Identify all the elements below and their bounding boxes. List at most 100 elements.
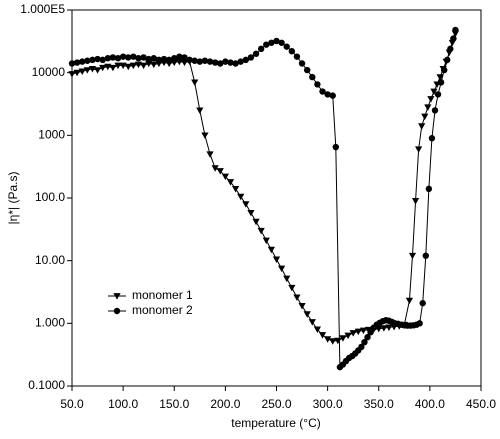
marker [145, 60, 153, 68]
marker [237, 193, 245, 201]
marker [329, 338, 337, 345]
x-tick-label: 450.0 [466, 397, 496, 411]
x-tick-label: 200.0 [210, 397, 240, 411]
marker [263, 41, 270, 48]
marker [114, 55, 122, 62]
marker [444, 56, 451, 64]
y-axis-title: |η*| (Pa.s) [6, 172, 20, 225]
marker [313, 326, 321, 334]
marker [437, 79, 445, 86]
x-tick-label: 50.0 [60, 397, 84, 411]
legend-marker [113, 307, 121, 315]
marker [180, 59, 189, 67]
marker [226, 179, 235, 186]
marker [232, 60, 239, 67]
marker [252, 50, 260, 58]
marker [425, 185, 433, 193]
marker [318, 332, 327, 339]
marker [324, 336, 332, 343]
marker [68, 71, 76, 78]
marker [380, 325, 388, 332]
marker [201, 57, 209, 64]
y-tick-label: 1.000 [35, 316, 65, 330]
legend-marker [113, 293, 121, 300]
marker [186, 56, 193, 64]
marker [145, 55, 152, 63]
marker [288, 48, 296, 55]
x-tick-label: 400.0 [415, 397, 445, 411]
marker [436, 74, 444, 81]
marker [293, 294, 301, 301]
marker [216, 168, 224, 175]
marker [359, 327, 368, 335]
marker [201, 132, 209, 139]
marker [283, 43, 290, 50]
marker [165, 56, 173, 64]
marker [288, 284, 296, 292]
marker [175, 58, 183, 66]
marker [211, 59, 219, 66]
marker [221, 173, 229, 181]
marker [367, 329, 374, 336]
marker [319, 88, 326, 95]
marker [109, 54, 117, 61]
marker [361, 338, 368, 346]
marker [447, 45, 454, 53]
marker [358, 343, 365, 351]
marker [329, 92, 336, 99]
marker [139, 62, 148, 70]
marker [119, 53, 127, 60]
marker [78, 68, 86, 75]
marker [309, 73, 316, 81]
marker [428, 135, 436, 142]
marker [191, 57, 198, 64]
marker [349, 330, 357, 337]
marker [129, 62, 137, 70]
series-line [71, 33, 456, 342]
marker [257, 45, 265, 53]
marker [140, 54, 147, 61]
marker [232, 185, 240, 193]
marker [247, 209, 255, 217]
marker [99, 56, 106, 64]
x-axis-title: temperature (°C) [231, 416, 321, 430]
marker [125, 54, 132, 61]
marker [303, 311, 311, 318]
marker [427, 96, 435, 103]
legend-label: monomer 2 [132, 303, 193, 317]
marker [171, 55, 178, 62]
marker [430, 88, 438, 96]
x-tick-label: 100.0 [108, 397, 138, 411]
marker [314, 81, 321, 88]
marker [293, 53, 301, 60]
marker [176, 53, 183, 60]
marker [364, 334, 371, 341]
marker [150, 61, 158, 69]
marker [278, 39, 285, 46]
y-tick-label: 1.000E5 [20, 2, 65, 16]
x-tick-label: 350.0 [364, 397, 394, 411]
marker [411, 197, 420, 205]
marker [434, 91, 442, 98]
marker [419, 299, 426, 307]
marker [237, 58, 244, 65]
marker [119, 62, 127, 70]
marker [206, 151, 214, 158]
marker [181, 54, 188, 61]
legend-label: monomer 1 [132, 288, 193, 302]
marker [272, 256, 281, 263]
marker [278, 265, 286, 273]
marker [452, 26, 459, 34]
marker [89, 56, 96, 64]
marker [206, 58, 214, 65]
marker [308, 319, 316, 326]
marker [450, 35, 457, 42]
marker [130, 53, 137, 60]
marker [339, 335, 347, 342]
marker [262, 237, 270, 245]
marker [422, 252, 429, 259]
marker [267, 246, 275, 254]
marker [273, 37, 280, 45]
